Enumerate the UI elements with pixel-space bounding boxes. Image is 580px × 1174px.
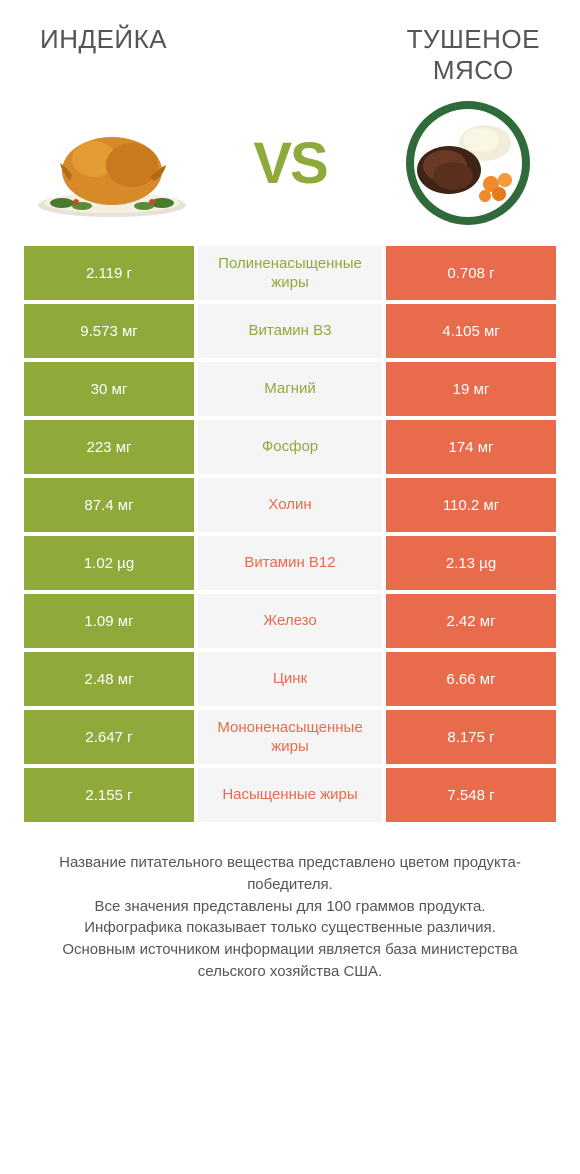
table-row: 87.4 мгХолин110.2 мг — [24, 478, 556, 532]
value-right: 2.42 мг — [386, 594, 556, 648]
nutrient-label: Фосфор — [198, 420, 382, 474]
value-right: 110.2 мг — [386, 478, 556, 532]
value-right: 2.13 µg — [386, 536, 556, 590]
nutrient-label: Витамин B3 — [198, 304, 382, 358]
table-row: 2.647 гМононенасыщенные жиры8.175 г — [24, 710, 556, 764]
value-right: 174 мг — [386, 420, 556, 474]
table-row: 1.09 мгЖелезо2.42 мг — [24, 594, 556, 648]
title-left: ИНДЕЙКА — [40, 24, 167, 55]
images-row: VS — [0, 98, 580, 246]
title-right-line2: МЯСО — [407, 55, 540, 86]
value-right: 7.548 г — [386, 768, 556, 822]
nutrient-label: Мононенасыщенные жиры — [198, 710, 382, 764]
table-row: 1.02 µgВитамин B122.13 µg — [24, 536, 556, 590]
title-right-line1: ТУШЕНОЕ — [407, 24, 540, 55]
footer-notes: Название питательного вещества представл… — [0, 826, 580, 983]
footer-line-3: Инфографика показывает только существенн… — [28, 917, 552, 939]
stew-image — [388, 98, 548, 228]
stew-icon — [393, 98, 543, 228]
value-left: 2.119 г — [24, 246, 194, 300]
value-right: 8.175 г — [386, 710, 556, 764]
table-row: 2.155 гНасыщенные жиры7.548 г — [24, 768, 556, 822]
footer-line-2: Все значения представлены для 100 граммо… — [28, 896, 552, 918]
table-row: 2.119 гПолиненасыщенные жиры0.708 г — [24, 246, 556, 300]
nutrient-label: Холин — [198, 478, 382, 532]
value-right: 4.105 мг — [386, 304, 556, 358]
footer-line-4: Основным источником информации является … — [28, 939, 552, 983]
value-right: 19 мг — [386, 362, 556, 416]
nutrient-label: Цинк — [198, 652, 382, 706]
header: ИНДЕЙКА ТУШЕНОЕ МЯСО — [0, 0, 580, 98]
value-left: 1.02 µg — [24, 536, 194, 590]
table-row: 9.573 мгВитамин B34.105 мг — [24, 304, 556, 358]
footer-line-1: Название питательного вещества представл… — [28, 852, 552, 896]
nutrient-label: Железо — [198, 594, 382, 648]
value-right: 6.66 мг — [386, 652, 556, 706]
value-left: 2.155 г — [24, 768, 194, 822]
value-left: 9.573 мг — [24, 304, 194, 358]
nutrient-label: Магний — [198, 362, 382, 416]
nutrient-label: Полиненасыщенные жиры — [198, 246, 382, 300]
title-right: ТУШЕНОЕ МЯСО — [407, 24, 540, 86]
value-left: 87.4 мг — [24, 478, 194, 532]
table-row: 30 мгМагний19 мг — [24, 362, 556, 416]
turkey-image — [32, 98, 192, 228]
value-left: 223 мг — [24, 420, 194, 474]
table-row: 223 мгФосфор174 мг — [24, 420, 556, 474]
vs-label: VS — [253, 130, 326, 197]
value-left: 2.647 г — [24, 710, 194, 764]
value-left: 2.48 мг — [24, 652, 194, 706]
table-row: 2.48 мгЦинк6.66 мг — [24, 652, 556, 706]
nutrient-label: Витамин B12 — [198, 536, 382, 590]
value-right: 0.708 г — [386, 246, 556, 300]
nutrient-label: Насыщенные жиры — [198, 768, 382, 822]
turkey-icon — [32, 103, 192, 223]
comparison-table: 2.119 гПолиненасыщенные жиры0.708 г9.573… — [0, 246, 580, 822]
value-left: 30 мг — [24, 362, 194, 416]
value-left: 1.09 мг — [24, 594, 194, 648]
